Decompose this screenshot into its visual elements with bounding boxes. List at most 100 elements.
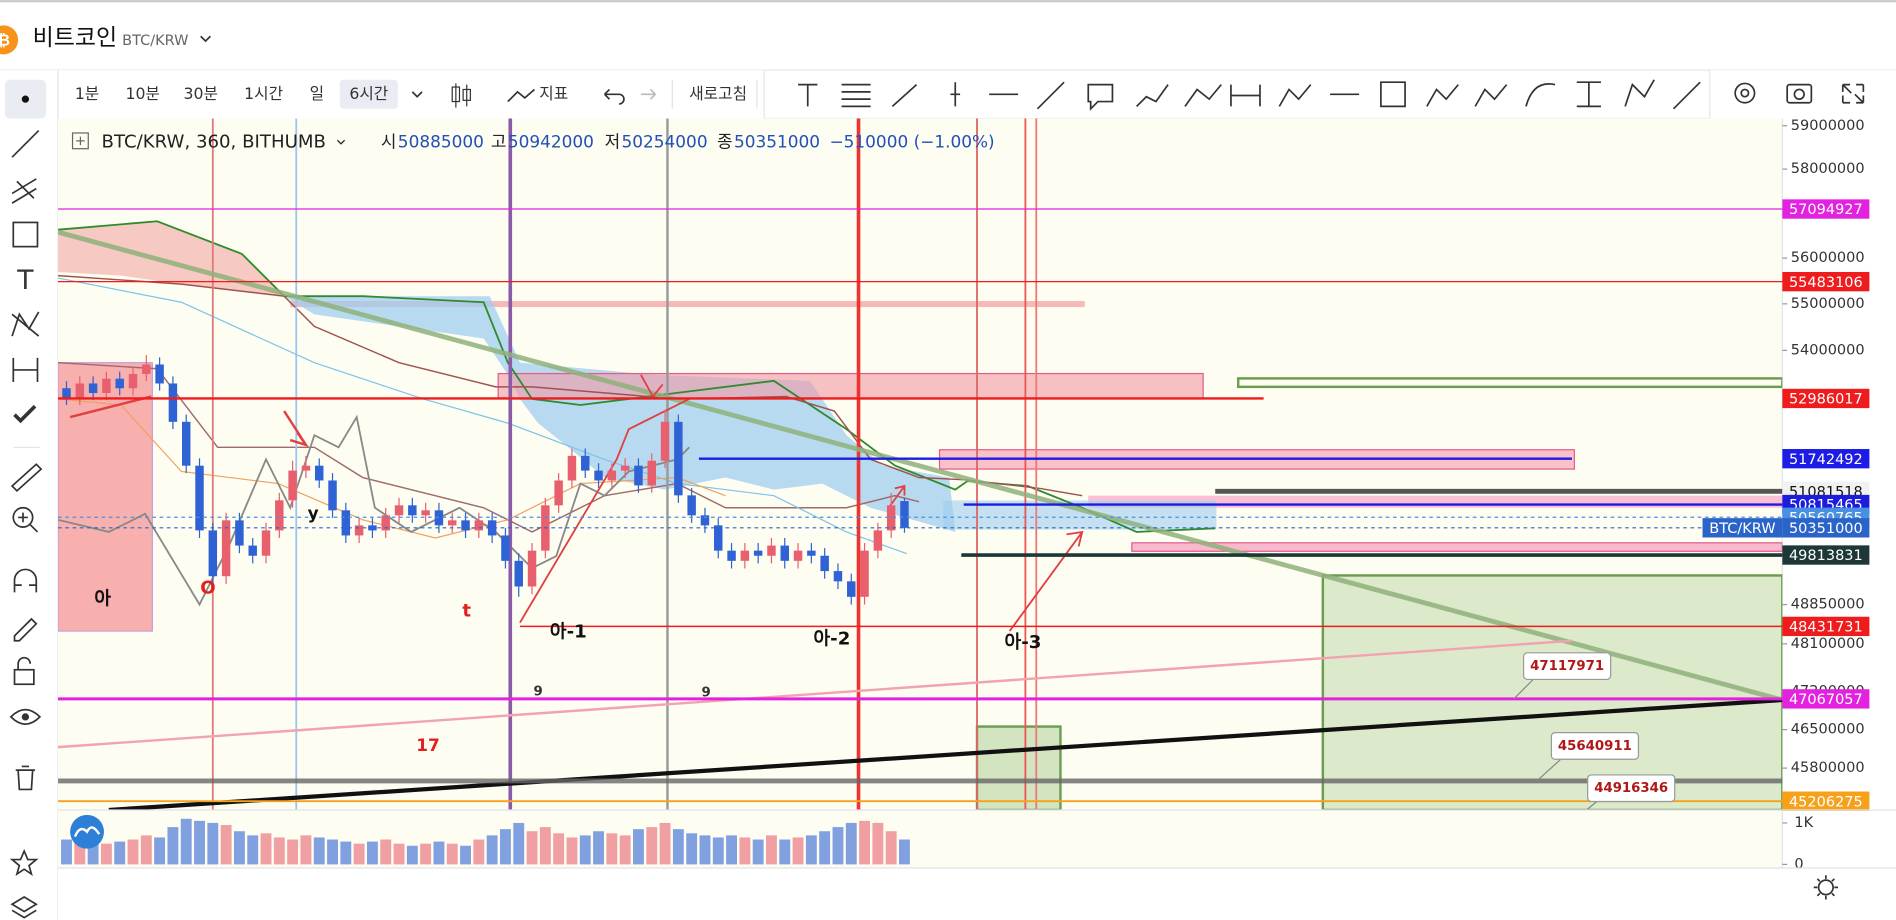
- cursor-tool[interactable]: [21, 95, 30, 103]
- drawing-tool[interactable]: [798, 83, 818, 107]
- chart-annotation: y: [308, 503, 319, 523]
- text-tool[interactable]: T: [16, 265, 34, 296]
- zoom-tool[interactable]: [12, 506, 39, 533]
- drawing-tool[interactable]: [1380, 81, 1406, 108]
- candle-body: [181, 421, 191, 466]
- drawing-tool[interactable]: [1426, 84, 1459, 107]
- undo-icon[interactable]: [603, 88, 625, 105]
- magnet-tool[interactable]: [13, 568, 38, 593]
- drawing-tool[interactable]: [950, 82, 961, 107]
- legend-value: 50254000: [622, 132, 708, 152]
- drawing-tool[interactable]: [1036, 81, 1065, 110]
- volume-bar: [287, 839, 299, 865]
- y-tick-label: 56000000: [1791, 250, 1865, 266]
- y-tick-label: 59000000: [1791, 118, 1865, 134]
- drawing-tool[interactable]: [1576, 81, 1601, 108]
- interval-button[interactable]: 6시간: [349, 84, 388, 103]
- legend-toggle[interactable]: [71, 132, 89, 150]
- interval-button[interactable]: 1시간: [244, 84, 283, 103]
- trend-line: [58, 229, 1783, 703]
- volume-bar: [460, 845, 471, 865]
- drawing-tool[interactable]: [1087, 83, 1114, 111]
- candle-body: [674, 421, 683, 496]
- measure-tool[interactable]: [12, 357, 39, 383]
- trendline-tool[interactable]: [11, 129, 40, 158]
- redo-icon[interactable]: [640, 88, 656, 100]
- visibility-tool[interactable]: [9, 708, 42, 725]
- candle-body: [261, 530, 271, 556]
- callout-label: 45640911: [1558, 739, 1632, 754]
- delete-tool[interactable]: [15, 765, 36, 791]
- volume-bar: [327, 839, 338, 865]
- lock-draw-tool[interactable]: [13, 617, 38, 642]
- volume-bar: [61, 839, 72, 865]
- lock-tool[interactable]: [13, 656, 35, 686]
- volume-bar: [114, 841, 126, 865]
- interval-button[interactable]: 30분: [184, 84, 218, 103]
- header: [0, 2, 1896, 71]
- coin-symbol[interactable]: BTC/KRW: [122, 33, 188, 49]
- refresh-button[interactable]: 새로고침: [689, 84, 747, 103]
- candle-body: [714, 525, 723, 551]
- check-tool[interactable]: [13, 404, 37, 424]
- interval-button[interactable]: 1분: [75, 84, 99, 103]
- drawing-tool[interactable]: [1672, 81, 1701, 110]
- price-tag: [1782, 271, 1870, 292]
- ruler-tool[interactable]: [10, 463, 43, 492]
- arrow-drawing: [519, 374, 690, 624]
- volume-bar: [526, 831, 538, 865]
- shape-tool[interactable]: [12, 221, 39, 248]
- callout-label: 44916346: [1594, 781, 1668, 796]
- interval-button[interactable]: 10분: [125, 84, 159, 103]
- volume-bar: [420, 843, 432, 865]
- indicator-icon[interactable]: [507, 88, 536, 103]
- price-tag: [1782, 616, 1870, 637]
- volume-bar: [366, 841, 378, 865]
- volume-bar: [672, 829, 684, 865]
- indicator-button[interactable]: 지표: [539, 84, 568, 103]
- price-tag-label: 50351000: [1789, 521, 1863, 537]
- volume-bar: [100, 843, 112, 865]
- drawing-tool[interactable]: [841, 83, 871, 108]
- layers-tool[interactable]: [10, 896, 38, 919]
- y-tick-label: 48100000: [1791, 636, 1865, 652]
- legend-dropdown[interactable]: [336, 139, 346, 145]
- interval-button[interactable]: 일: [310, 84, 324, 103]
- drawing-tool[interactable]: [1525, 83, 1556, 107]
- candle-body: [474, 520, 484, 531]
- fib-tool[interactable]: [11, 178, 37, 204]
- interval-dropdown[interactable]: [411, 91, 423, 98]
- drawing-tool[interactable]: [1230, 84, 1261, 107]
- candle-body: [620, 465, 630, 471]
- fullscreen-icon[interactable]: [1841, 83, 1865, 104]
- volume-bar: [300, 835, 312, 865]
- y-tick-label: 58000000: [1791, 161, 1865, 177]
- favorite-tool[interactable]: [9, 848, 39, 877]
- volume-bar: [194, 820, 205, 865]
- coin-icon: [0, 25, 19, 55]
- volume-bar: [779, 839, 791, 865]
- settings-icon[interactable]: [1734, 82, 1756, 104]
- volume-bar: [473, 839, 485, 865]
- box-drawing: [975, 725, 1062, 810]
- chart-settings-icon[interactable]: [1813, 875, 1838, 900]
- screenshot-icon[interactable]: [1786, 83, 1813, 104]
- drawing-tool[interactable]: [1136, 84, 1169, 107]
- drawing-tool[interactable]: [891, 83, 918, 108]
- candle-body: [860, 550, 869, 597]
- candle-body: [62, 388, 71, 398]
- candle-body: [142, 364, 151, 374]
- drawing-tool[interactable]: [1184, 84, 1222, 107]
- symbol-dropdown[interactable]: [200, 35, 211, 43]
- drawing-tool[interactable]: [1474, 84, 1508, 107]
- pattern-tool[interactable]: [11, 311, 40, 337]
- candle-body: [820, 555, 829, 572]
- chart-type-icon[interactable]: [451, 83, 471, 108]
- volume-bar: [553, 833, 565, 865]
- price-tag-label: 48431731: [1789, 620, 1863, 636]
- candle-body: [248, 545, 257, 556]
- drawing-tools: [798, 79, 1701, 111]
- drawing-tool[interactable]: [1278, 84, 1312, 107]
- drawing-tool[interactable]: [1624, 79, 1655, 107]
